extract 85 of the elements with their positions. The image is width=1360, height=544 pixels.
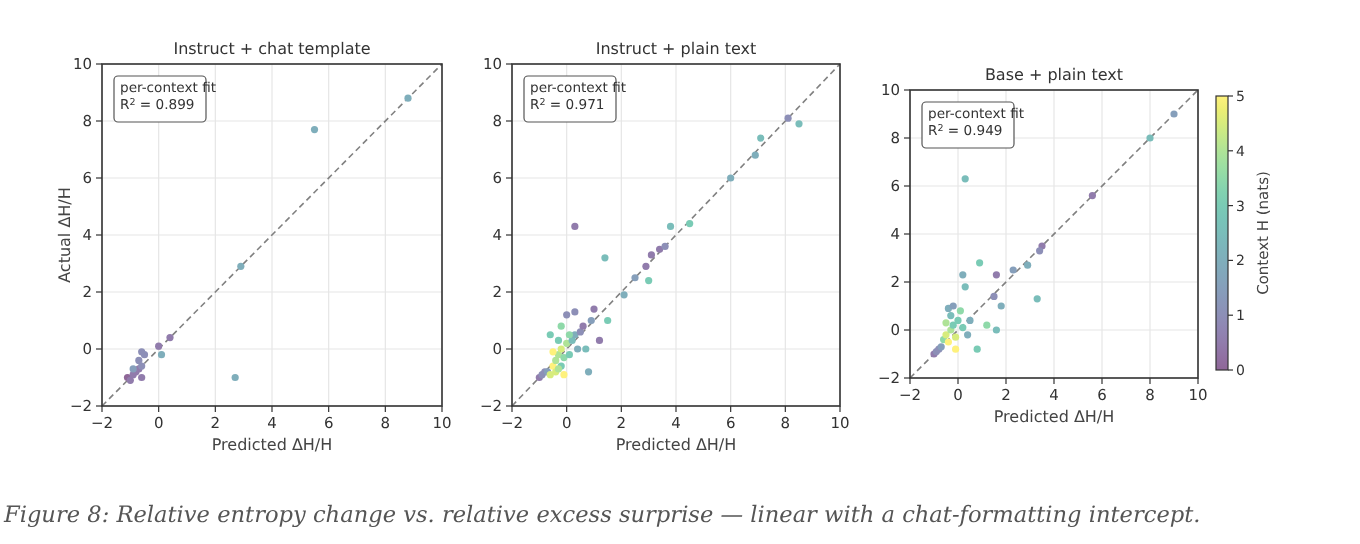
point: [601, 254, 609, 262]
point: [956, 307, 964, 315]
point: [990, 292, 998, 300]
point: [992, 326, 1000, 334]
point: [992, 271, 1000, 279]
point: [579, 322, 587, 330]
point: [574, 345, 582, 353]
point: [656, 245, 664, 253]
point: [563, 339, 571, 347]
point: [966, 316, 974, 324]
point: [404, 94, 412, 102]
point: [584, 368, 593, 376]
point: [954, 316, 962, 324]
point: [1024, 261, 1032, 269]
point: [949, 321, 957, 329]
point: [727, 174, 735, 182]
x-axis-title: Predicted ΔH/H: [615, 436, 737, 454]
point: [590, 305, 598, 313]
point: [568, 336, 576, 345]
point: [973, 345, 981, 353]
point: [546, 331, 554, 339]
point: [795, 120, 803, 128]
point: [135, 356, 143, 364]
point: [138, 373, 146, 382]
chart-title: Instruct + chat template: [173, 40, 371, 58]
point: [686, 220, 694, 228]
point: [1009, 266, 1017, 274]
point: [976, 259, 984, 267]
point: [310, 125, 319, 134]
point: [549, 348, 557, 356]
point: [645, 277, 653, 285]
point: [560, 353, 568, 362]
point: [952, 345, 960, 353]
point: [642, 262, 650, 270]
point: [587, 316, 595, 325]
point: [666, 222, 675, 231]
x-axis-title: Predicted ΔH/H: [211, 436, 333, 454]
point: [757, 134, 765, 142]
point: [961, 175, 969, 183]
point: [565, 351, 573, 359]
point: [997, 302, 1005, 310]
point: [554, 336, 563, 345]
point: [661, 242, 669, 250]
point: [231, 373, 239, 382]
point: [571, 222, 579, 231]
point: [155, 342, 163, 350]
point: [552, 356, 560, 364]
point: [595, 336, 604, 345]
point: [647, 251, 655, 259]
point: [1036, 247, 1044, 255]
point: [560, 371, 568, 379]
y-axis-title: Actual ΔH/H: [56, 187, 74, 283]
point: [784, 114, 792, 122]
point: [1033, 295, 1041, 303]
point: [631, 274, 639, 282]
caption: Figure 8: Relative entropy change vs. relative excess surprise — linear with a chat-formatting intercept.: [2, 502, 1201, 528]
point: [983, 321, 991, 329]
point: [1088, 192, 1096, 200]
point: [157, 351, 166, 359]
x-axis-title: Predicted ΔH/H: [993, 408, 1115, 426]
point: [166, 334, 174, 342]
point: [557, 322, 565, 330]
point: [959, 324, 967, 332]
point: [582, 345, 590, 353]
chart-title: Instruct + plain text: [595, 40, 757, 58]
point: [964, 331, 972, 339]
point: [620, 291, 628, 299]
point: [576, 328, 584, 336]
point: [237, 262, 245, 270]
point: [571, 308, 579, 316]
point: [952, 333, 960, 341]
point: [961, 283, 969, 291]
point: [959, 271, 967, 279]
point: [1170, 110, 1178, 118]
point: [942, 331, 950, 339]
point: [563, 311, 571, 319]
point: [751, 151, 759, 159]
point: [557, 345, 565, 353]
point: [604, 316, 612, 325]
point: [942, 319, 950, 327]
point: [1146, 134, 1154, 142]
point: [565, 331, 573, 339]
point: [947, 312, 955, 320]
point: [949, 302, 957, 310]
chart-title: Base + plain text: [984, 66, 1124, 84]
